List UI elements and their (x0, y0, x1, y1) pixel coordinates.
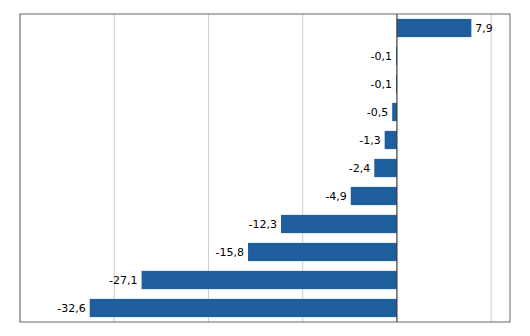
plot-background (20, 14, 510, 322)
bar (351, 187, 397, 205)
zero-line (396, 14, 397, 322)
bars (90, 19, 472, 317)
grid-line (396, 14, 397, 322)
chart-container: 7,9 -0,1 -0,1 -0,5 -1,3 -2,4 -4,9 -12,3 -15,8 -27… (0, 0, 530, 336)
bar (281, 215, 397, 233)
data-label: -0,5 (367, 106, 388, 119)
data-label: -0,1 (371, 78, 392, 91)
bar (90, 299, 397, 317)
grid-line (491, 14, 492, 322)
data-label: -27,1 (109, 274, 137, 287)
data-label: -15,8 (216, 246, 244, 259)
data-label: -0,1 (371, 50, 392, 63)
data-label: -1,3 (359, 134, 380, 147)
data-labels: 7,9 -0,1 -0,1 -0,5 -1,3 -2,4 -4,9 -12,3 -15,8 -27… (57, 22, 493, 315)
grid (20, 14, 491, 322)
data-label: -32,6 (57, 302, 85, 315)
data-label: -12,3 (249, 218, 277, 231)
data-label: -4,9 (325, 190, 346, 203)
bar (374, 159, 397, 177)
bar (248, 243, 397, 261)
chart: 7,9 -0,1 -0,1 -0,5 -1,3 -2,4 -4,9 -12,3 -15,8 -27… (0, 0, 530, 336)
bar (142, 271, 397, 289)
data-label: -2,4 (349, 162, 370, 175)
data-label: 7,9 (475, 22, 493, 35)
bar (397, 19, 471, 37)
plot-frame (20, 14, 510, 322)
bar (392, 103, 397, 121)
bar (385, 131, 397, 149)
